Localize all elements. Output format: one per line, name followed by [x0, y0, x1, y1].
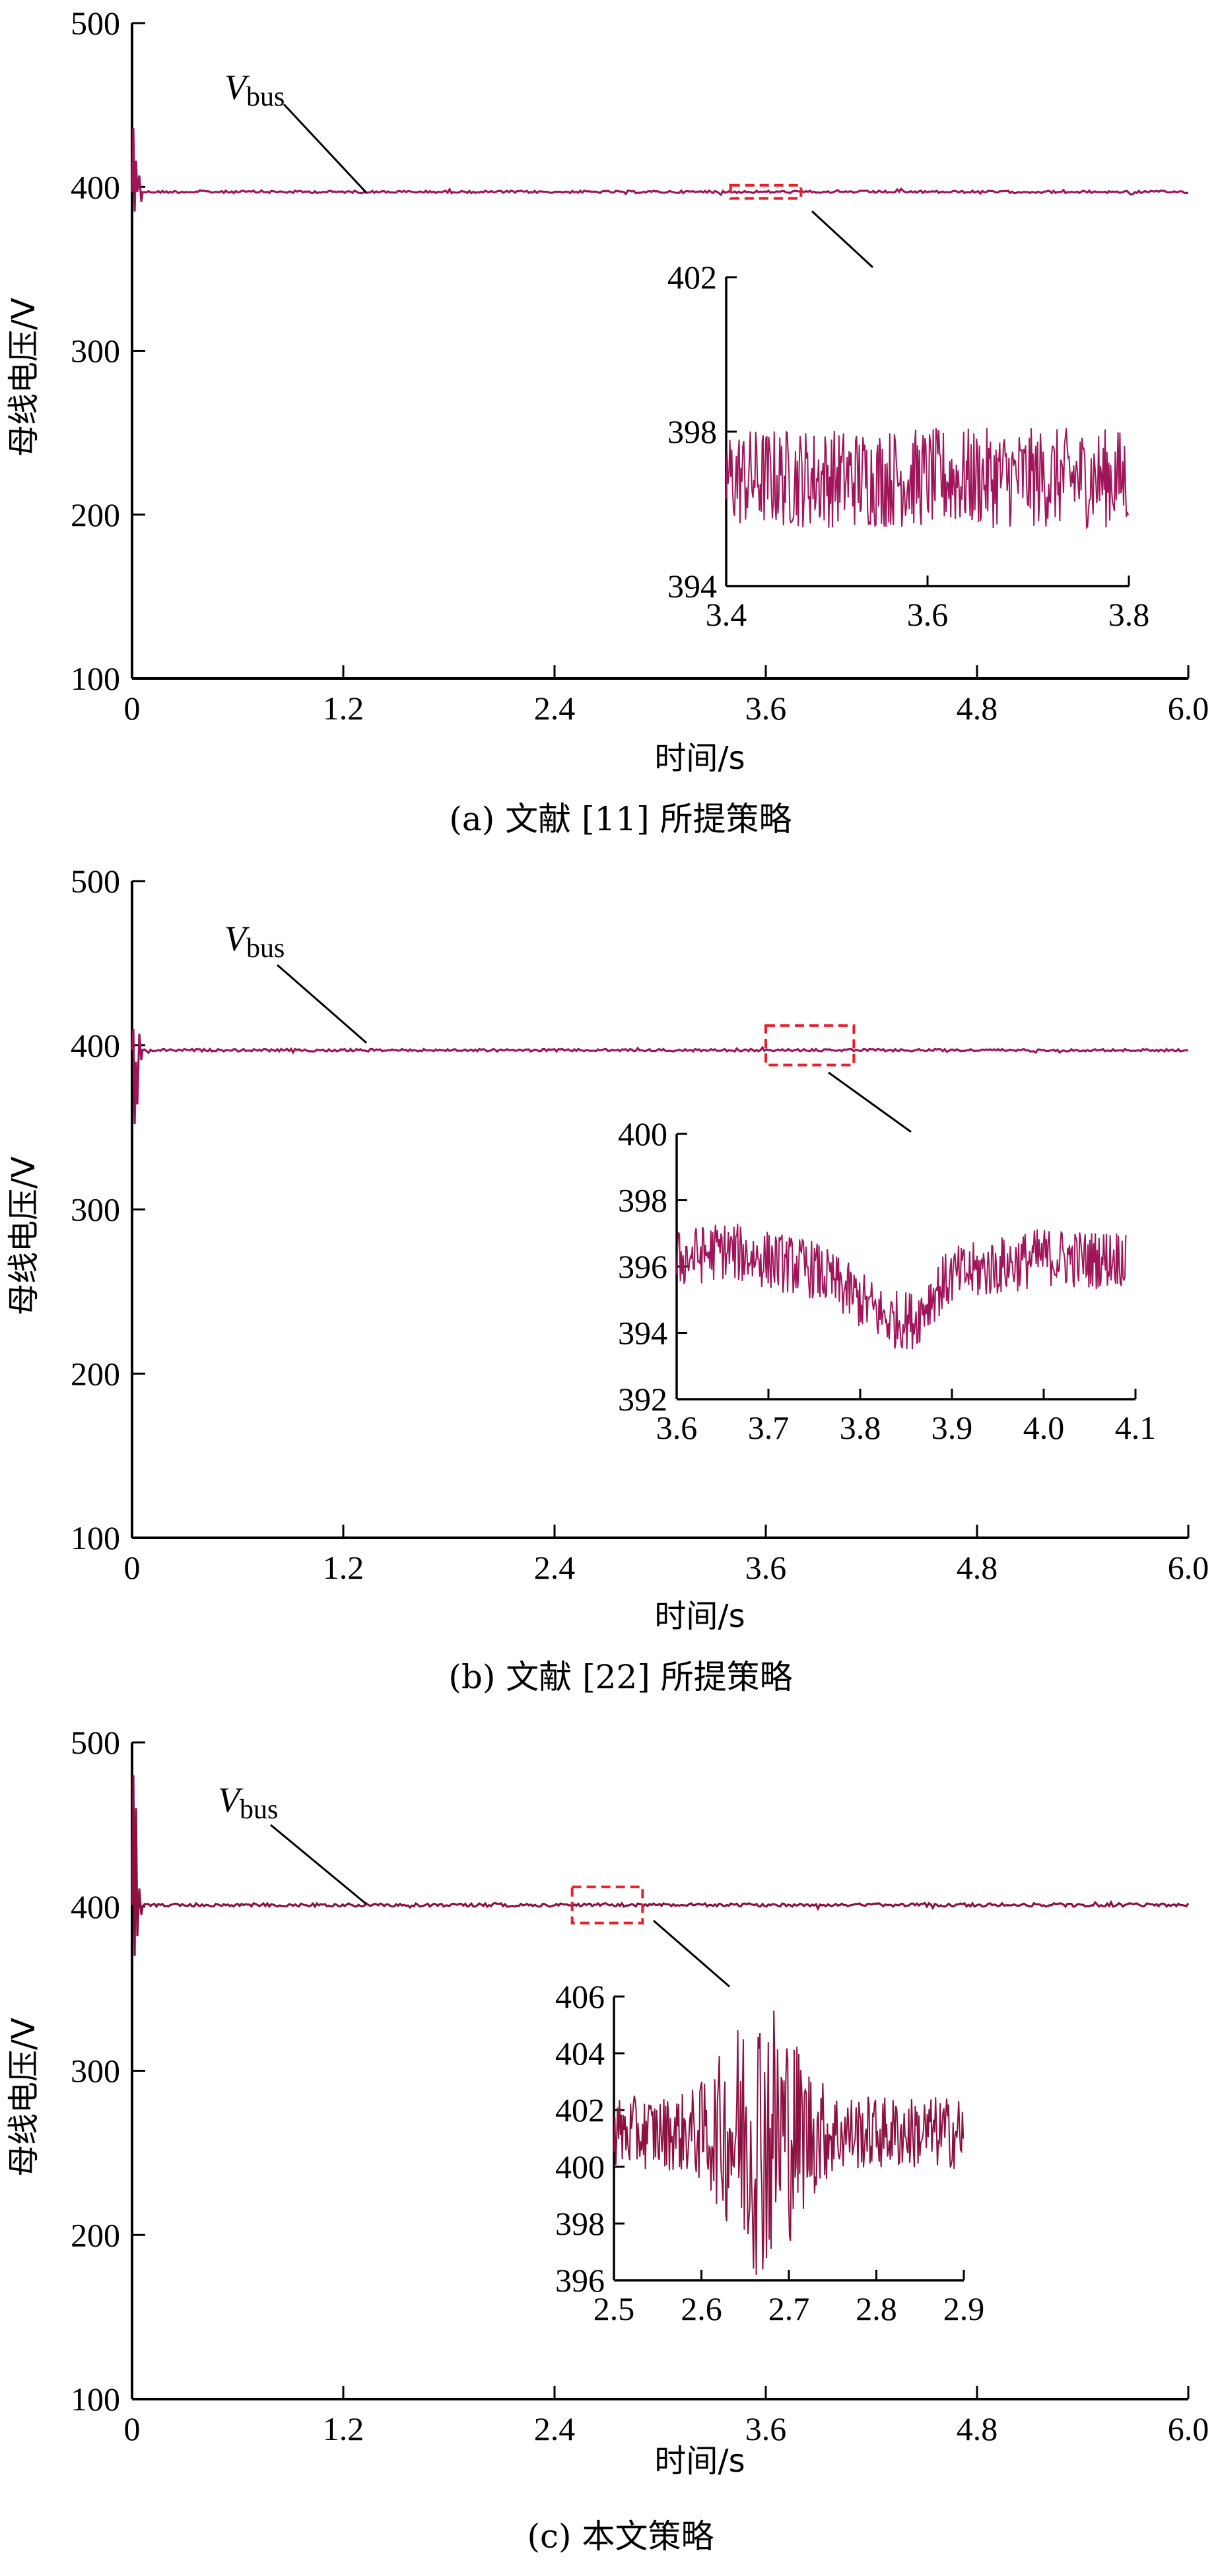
- y-tick-label: 500: [71, 863, 120, 900]
- inset-series-line: [676, 1224, 1127, 1350]
- zoom-region-box: [570, 1885, 644, 1925]
- inset-y-tick-label: 396: [555, 2262, 605, 2299]
- x-tick-label: 1.2: [323, 2410, 364, 2447]
- x-tick-label: 6.0: [1168, 690, 1209, 727]
- subfigure-caption: (c) 本文策略: [527, 2517, 714, 2556]
- x-tick-label: 6.0: [1168, 2410, 1209, 2447]
- inset-y-tick-label: 400: [618, 1115, 667, 1152]
- x-tick-label: 0: [124, 1549, 141, 1586]
- inset-x-tick-label: 3.4: [706, 596, 747, 633]
- x-tick-label: 3.6: [745, 2410, 787, 2447]
- inset-y-tick-label: 402: [555, 2092, 605, 2129]
- vbus-label: Vbus: [218, 1780, 278, 1825]
- x-tick-label: 4.8: [957, 2410, 998, 2447]
- inset-y-tick-label: 398: [667, 413, 717, 450]
- y-tick-label: 400: [71, 1888, 120, 1925]
- x-tick-label: 4.8: [957, 690, 998, 727]
- zoom-pointer-line: [653, 1919, 730, 1988]
- y-tick-label: 200: [71, 1355, 120, 1392]
- inset-y-tick-label: 394: [667, 568, 717, 605]
- x-axis-title: 时间/s: [654, 740, 745, 777]
- y-tick-label: 500: [71, 1724, 120, 1761]
- inset-x-tick-label: 2.9: [943, 2290, 985, 2327]
- zoom-region-box: [729, 183, 803, 200]
- inset-x-tick-label: 2.6: [681, 2290, 722, 2327]
- x-tick-label: 1.2: [323, 690, 364, 727]
- y-tick-label: 300: [71, 2053, 120, 2090]
- x-tick-label: 0: [124, 2410, 141, 2447]
- vbus-label: Vbus: [224, 919, 285, 964]
- y-tick-label: 400: [71, 1027, 120, 1064]
- inset-x-tick-label: 3.9: [931, 1409, 973, 1446]
- inset-y-tick-label: 402: [667, 259, 717, 296]
- vbus-pointer-line: [277, 964, 367, 1044]
- inset-y-tick-label: 394: [618, 1315, 667, 1352]
- inset-y-tick-label: 398: [555, 2205, 605, 2242]
- y-tick-label: 100: [71, 660, 120, 697]
- chart-panel-a: 100 200 300 400 500 0 1.2 2.4 3.6 4.8 6.0 时间/s 母线电压/…: [5, 5, 1209, 838]
- zoom-pointer-line: [828, 1071, 912, 1133]
- y-axis-title: 母线电压/V: [5, 1156, 42, 1315]
- inset-zoom-plot: 396 398 400 402 404 406 2.5 2.6 2.7 2.8 2.9: [555, 1978, 984, 2327]
- inset-series-line: [726, 428, 1129, 530]
- x-tick-label: 3.6: [745, 1549, 787, 1586]
- subfigure-caption: (a) 文献 [11] 所提策略: [449, 800, 792, 838]
- x-tick-label: 4.8: [957, 1549, 998, 1586]
- y-tick-label: 400: [71, 168, 120, 205]
- subfigure-caption: (b) 文献 [22] 所提策略: [448, 1658, 792, 1696]
- inset-x-tick-label: 2.7: [768, 2290, 810, 2327]
- inset-x-tick-label: 3.6: [656, 1409, 698, 1446]
- y-axis-title: 母线电压/V: [5, 298, 42, 457]
- inset-y-tick-label: 396: [618, 1248, 667, 1285]
- y-tick-label: 100: [71, 1519, 120, 1556]
- inset-y-tick-label: 406: [555, 1978, 605, 2015]
- vbus-series-line: [131, 1775, 1190, 1956]
- x-axis-title: 时间/s: [654, 2443, 745, 2480]
- x-tick-label: 2.4: [534, 2410, 576, 2447]
- x-tick-label: 0: [124, 690, 141, 727]
- inset-y-tick-label: 392: [618, 1381, 667, 1418]
- y-tick-label: 200: [71, 496, 120, 533]
- inset-series-line: [613, 2010, 964, 2275]
- inset-x-tick-label: 3.8: [1108, 596, 1150, 633]
- vbus-label: Vbus: [224, 67, 285, 112]
- inset-y-tick-label: 404: [555, 2035, 605, 2072]
- inset-x-tick-label: 2.8: [856, 2290, 897, 2327]
- inset-y-tick-label: 398: [618, 1182, 667, 1219]
- chart-panel-b: 100 200 300 400 500 0 1.2 2.4 3.6 4.8 6.0 时间/s 母线电压/…: [5, 863, 1209, 1696]
- x-tick-label: 2.4: [534, 1549, 576, 1586]
- chart-panel-c: 100 200 300 400 500 0 1.2 2.4 3.6 4.8 6.0 时间/s 母线电压/…: [5, 1724, 1209, 2556]
- vbus-pointer-line: [283, 103, 368, 194]
- y-tick-label: 300: [71, 1191, 120, 1228]
- y-tick-label: 500: [71, 5, 120, 42]
- x-tick-label: 6.0: [1168, 1549, 1209, 1586]
- inset-y-tick-label: 400: [555, 2148, 605, 2185]
- inset-x-tick-label: 3.8: [840, 1409, 881, 1446]
- zoom-pointer-line: [811, 210, 874, 269]
- vbus-series-line: [131, 127, 1189, 212]
- inset-x-tick-label: 2.5: [593, 2290, 635, 2327]
- x-tick-label: 3.6: [745, 690, 787, 727]
- y-tick-label: 300: [71, 333, 120, 370]
- y-axis-title: 母线电压/V: [5, 2018, 42, 2177]
- inset-zoom-plot: 394 398 402 3.4 3.6 3.8: [667, 259, 1149, 633]
- inset-x-tick-label: 4.0: [1023, 1409, 1065, 1446]
- y-tick-label: 100: [71, 2381, 120, 2418]
- inset-zoom-plot: 392 394 396 398 400 3.6 3.7 3.8 3.9 4.0 4.1: [618, 1115, 1156, 1446]
- vbus-pointer-line: [270, 1824, 367, 1905]
- y-tick-label: 200: [71, 2216, 120, 2253]
- inset-x-tick-label: 3.7: [748, 1409, 790, 1446]
- vbus-series-line: [131, 1028, 1189, 1125]
- x-axis-title: 时间/s: [654, 1598, 745, 1635]
- x-tick-label: 2.4: [534, 690, 576, 727]
- inset-x-tick-label: 4.1: [1115, 1409, 1157, 1446]
- inset-x-tick-label: 3.6: [907, 596, 949, 633]
- x-tick-label: 1.2: [323, 1549, 364, 1586]
- zoom-region-box: [764, 1024, 856, 1067]
